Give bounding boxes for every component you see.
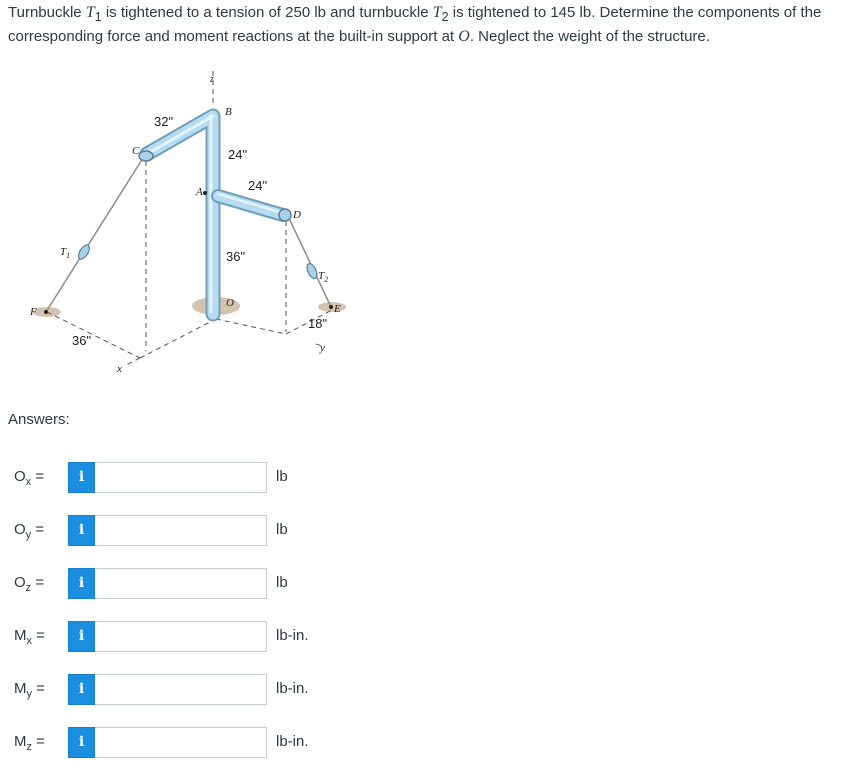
dim-18: 18" bbox=[308, 316, 327, 331]
info-icon[interactable]: i bbox=[68, 727, 95, 758]
info-icon[interactable]: i bbox=[68, 515, 95, 546]
answer-row: Oy = i lb bbox=[0, 514, 866, 548]
dashed-lines bbox=[46, 71, 333, 367]
label-d: D bbox=[292, 209, 301, 221]
t1-symbol: T bbox=[85, 4, 95, 21]
eye-c bbox=[138, 150, 154, 162]
info-icon[interactable]: i bbox=[68, 621, 95, 652]
dim-32: 32" bbox=[154, 114, 173, 129]
structure-diagram: 32" 24" 24" 36" 36" 18" z B C A D O F E … bbox=[29, 71, 346, 375]
answer-input[interactable] bbox=[95, 727, 267, 758]
eye-d bbox=[278, 208, 292, 222]
point-a bbox=[203, 191, 207, 195]
info-icon[interactable]: i bbox=[68, 462, 95, 493]
dim-24a: 24" bbox=[228, 147, 247, 162]
label-y: y bbox=[319, 342, 325, 354]
question-text: Turnbuckle T1 is tightened to a tension … bbox=[8, 4, 822, 45]
label-t2: T2 bbox=[318, 270, 328, 284]
answers-title: Answers: bbox=[8, 411, 70, 428]
answer-label: Oy = bbox=[14, 521, 45, 541]
answer-input[interactable] bbox=[95, 621, 267, 652]
dim-36b: 36" bbox=[72, 333, 91, 348]
answer-input[interactable] bbox=[95, 568, 267, 599]
answer-label: Mx = bbox=[14, 627, 45, 647]
dim-36a: 36" bbox=[226, 249, 245, 264]
answer-input[interactable] bbox=[95, 462, 267, 493]
label-f: F bbox=[29, 306, 37, 318]
point-e bbox=[329, 305, 333, 309]
point-f bbox=[44, 310, 48, 314]
unit-label: lb bbox=[276, 521, 288, 538]
unit-label: lb-in. bbox=[276, 680, 309, 697]
info-icon[interactable]: i bbox=[68, 568, 95, 599]
info-icon[interactable]: i bbox=[68, 674, 95, 705]
unit-label: lb-in. bbox=[276, 627, 309, 644]
answer-input[interactable] bbox=[95, 515, 267, 546]
label-o: O bbox=[226, 297, 234, 309]
unit-label: lb bbox=[276, 468, 288, 485]
turnbuckle-t1 bbox=[77, 244, 91, 260]
unit-label: lb bbox=[276, 574, 288, 591]
turnbuckle-t2 bbox=[306, 262, 318, 280]
cable-t1 bbox=[45, 157, 144, 313]
label-a: A bbox=[195, 186, 203, 198]
answer-row: Oz = i lb bbox=[0, 567, 866, 601]
answer-label: Oz = bbox=[14, 574, 45, 594]
answer-row: Mz = i lb-in. bbox=[0, 726, 866, 760]
answer-row: Mx = i lb-in. bbox=[0, 620, 866, 654]
label-t1: T1 bbox=[60, 246, 70, 260]
cable-t2 bbox=[287, 215, 332, 308]
o-symbol: O bbox=[458, 28, 470, 45]
answer-input[interactable] bbox=[95, 674, 267, 705]
label-e: E bbox=[333, 303, 341, 315]
label-z: z bbox=[209, 74, 214, 85]
pipe-structure bbox=[139, 108, 290, 322]
dim-24b: 24" bbox=[248, 178, 267, 193]
answer-row: Ox = i lb bbox=[0, 461, 866, 495]
answer-label: Ox = bbox=[14, 468, 45, 488]
label-x: x bbox=[116, 363, 122, 375]
label-b: B bbox=[225, 106, 232, 118]
answer-label: Mz = bbox=[14, 733, 45, 753]
answer-label: My = bbox=[14, 680, 45, 700]
t2-symbol: T bbox=[432, 4, 442, 21]
structure-figure: 32" 24" 24" 36" 36" 18" z B C A D O F E … bbox=[20, 66, 370, 382]
label-c: C bbox=[132, 145, 140, 157]
unit-label: lb-in. bbox=[276, 733, 309, 750]
answer-row: My = i lb-in. bbox=[0, 673, 866, 707]
